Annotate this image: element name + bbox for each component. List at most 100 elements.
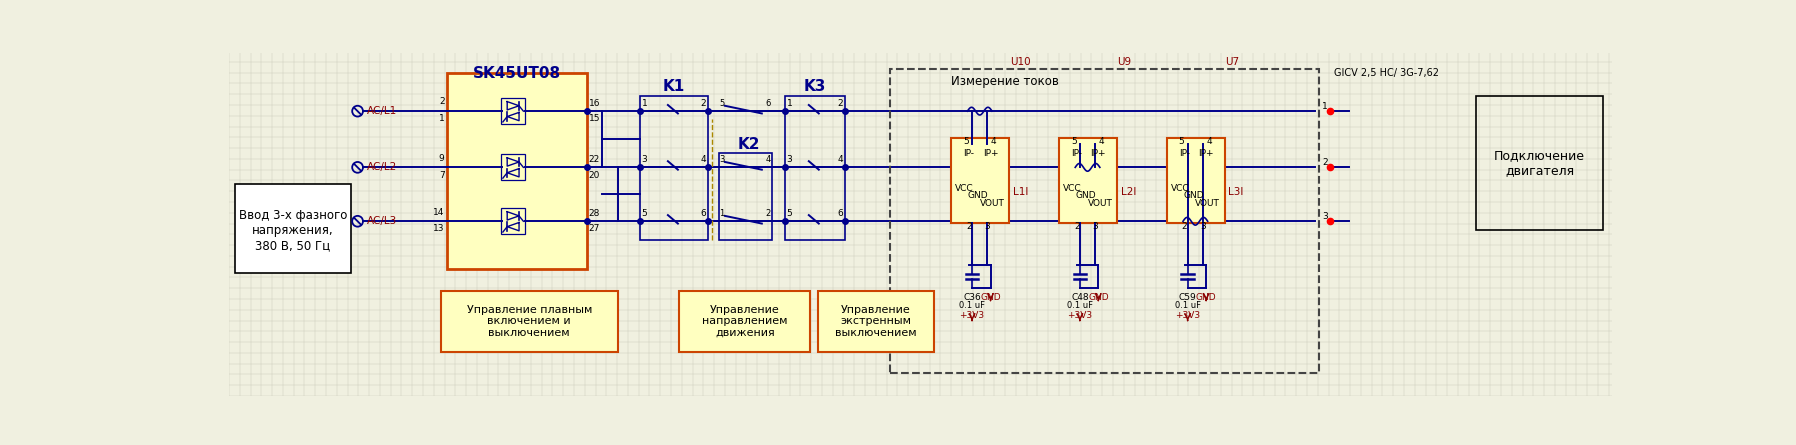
Text: 9: 9 (438, 154, 445, 162)
Text: Измерение токов: Измерение токов (952, 75, 1060, 88)
Text: C48: C48 (1070, 293, 1088, 302)
Text: GND: GND (981, 293, 1000, 302)
Bar (235, 184, 350, 273)
Text: VCC: VCC (1063, 184, 1081, 193)
Text: +3V3: +3V3 (1067, 312, 1092, 320)
Text: GND: GND (968, 191, 988, 200)
Text: 16: 16 (589, 99, 600, 108)
Text: 6: 6 (837, 209, 844, 218)
Text: 2: 2 (765, 209, 770, 218)
Bar (952, 138, 1009, 223)
Bar (447, 73, 587, 269)
Text: AC/L1: AC/L1 (366, 106, 397, 116)
Text: 0.1 uF: 0.1 uF (959, 300, 984, 310)
Bar (501, 154, 524, 180)
Text: IP+: IP+ (982, 149, 999, 158)
Text: 7: 7 (438, 170, 445, 180)
Text: VCC: VCC (1171, 184, 1189, 193)
Text: 22: 22 (589, 155, 600, 164)
Text: +3V3: +3V3 (959, 312, 984, 320)
Text: 15: 15 (589, 114, 600, 123)
Text: 3: 3 (787, 155, 792, 164)
Text: +3V3: +3V3 (1175, 312, 1200, 320)
Text: K2: K2 (738, 137, 760, 152)
Bar (1476, 96, 1604, 231)
Text: 1: 1 (438, 114, 445, 123)
Text: 3: 3 (641, 155, 648, 164)
Text: VOUT: VOUT (1194, 199, 1219, 208)
Bar (889, 69, 1318, 373)
Text: U10: U10 (1009, 57, 1031, 67)
Text: AC/L2: AC/L2 (366, 162, 397, 172)
Text: U7: U7 (1225, 57, 1239, 67)
Text: K1: K1 (663, 79, 686, 94)
Text: 27: 27 (589, 224, 600, 234)
Text: L1I: L1I (1013, 187, 1029, 197)
Text: L2I: L2I (1121, 187, 1137, 197)
Text: GND: GND (1076, 191, 1096, 200)
Text: 3: 3 (1092, 222, 1097, 231)
Bar (501, 98, 524, 124)
Text: 4: 4 (837, 155, 844, 164)
Text: SK45UT08: SK45UT08 (472, 66, 560, 81)
Text: IP+: IP+ (1090, 149, 1106, 158)
Text: 5: 5 (1178, 138, 1184, 146)
Text: 5: 5 (963, 138, 968, 146)
Text: 0.1 uF: 0.1 uF (1175, 300, 1202, 310)
Bar (679, 291, 810, 352)
Text: 2: 2 (438, 97, 445, 106)
Text: 5: 5 (787, 209, 792, 218)
Text: 1: 1 (1322, 102, 1327, 111)
Text: 4: 4 (700, 155, 706, 164)
Bar (639, 96, 708, 240)
Bar (1060, 138, 1117, 223)
Text: GND: GND (1196, 293, 1216, 302)
Text: 3: 3 (1200, 222, 1205, 231)
Text: 5: 5 (641, 209, 648, 218)
Text: 2: 2 (1322, 158, 1327, 167)
Text: VOUT: VOUT (1087, 199, 1112, 208)
Text: C59: C59 (1178, 293, 1196, 302)
Bar (817, 291, 934, 352)
Text: IP-: IP- (1178, 149, 1191, 158)
Text: IP-: IP- (1070, 149, 1083, 158)
Text: 5: 5 (720, 99, 726, 108)
Text: 4: 4 (765, 155, 770, 164)
Bar (785, 96, 844, 240)
Text: 2: 2 (966, 222, 972, 231)
Text: 28: 28 (589, 209, 600, 218)
Text: K3: K3 (805, 79, 826, 94)
Text: 2: 2 (1182, 222, 1187, 231)
Text: Управление
направлением
движения: Управление направлением движения (702, 305, 788, 338)
Text: 3: 3 (720, 155, 726, 164)
Text: 1: 1 (787, 99, 792, 108)
Text: 20: 20 (589, 170, 600, 180)
Text: 3: 3 (984, 222, 990, 231)
Text: 4: 4 (1099, 138, 1105, 146)
Text: 4: 4 (1207, 138, 1212, 146)
Text: GND: GND (1184, 191, 1203, 200)
Bar (501, 208, 524, 234)
Text: U9: U9 (1117, 57, 1131, 67)
Text: AC/L3: AC/L3 (366, 216, 397, 226)
Text: 4: 4 (991, 138, 997, 146)
Text: Ввод 3-х фазного
напряжения,
380 В, 50 Гц: Ввод 3-х фазного напряжения, 380 В, 50 Г… (239, 209, 347, 252)
Text: 1: 1 (720, 209, 726, 218)
Text: IP+: IP+ (1198, 149, 1214, 158)
Text: 6: 6 (765, 99, 770, 108)
Text: 5: 5 (1070, 138, 1076, 146)
Text: 3: 3 (1322, 212, 1327, 221)
Text: 14: 14 (433, 207, 445, 217)
Text: GND: GND (1088, 293, 1108, 302)
Text: C36: C36 (963, 293, 981, 302)
Text: L3I: L3I (1228, 187, 1245, 197)
Text: GICV 2,5 HC/ 3G-7,62: GICV 2,5 HC/ 3G-7,62 (1334, 68, 1439, 77)
Bar (1167, 138, 1225, 223)
Text: 6: 6 (700, 209, 706, 218)
Text: 1: 1 (641, 99, 648, 108)
Text: 13: 13 (433, 224, 445, 234)
Text: 2: 2 (1074, 222, 1079, 231)
Text: Подключение
двигателя: Подключение двигателя (1494, 149, 1586, 177)
Text: Управление
экстренным
выключением: Управление экстренным выключением (835, 305, 916, 338)
Text: Управление плавным
включением и
выключением: Управление плавным включением и выключен… (467, 305, 593, 338)
